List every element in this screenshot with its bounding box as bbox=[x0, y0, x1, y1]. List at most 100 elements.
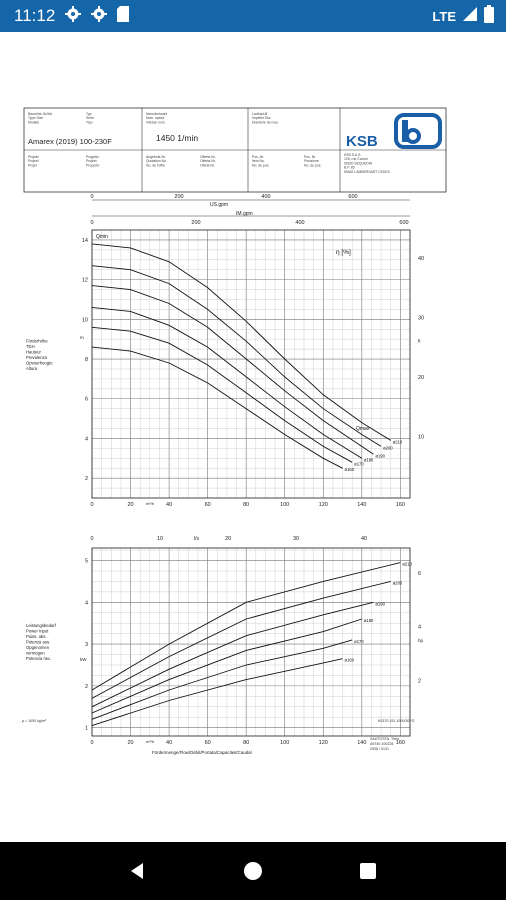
right-unit-label: hp bbox=[418, 638, 424, 643]
series-label: ø170 bbox=[354, 461, 364, 466]
series-line bbox=[91, 639, 353, 720]
right-tick-label: 20 bbox=[418, 375, 424, 381]
series-line bbox=[91, 580, 391, 699]
y-axis-label-line: Potenza ass. bbox=[26, 639, 50, 644]
back-button[interactable] bbox=[118, 851, 158, 891]
recents-button[interactable] bbox=[348, 851, 388, 891]
gear-icon bbox=[91, 5, 108, 27]
quotation-value: Oferta-Nr. bbox=[200, 163, 215, 167]
y-tick-label: 14 bbox=[82, 238, 88, 244]
y-tick-label: 3 bbox=[85, 642, 88, 648]
series-label: ø190 bbox=[375, 453, 385, 458]
y-tick-label: 2 bbox=[85, 476, 88, 482]
title-label: Modèle bbox=[28, 120, 39, 124]
status-time: 11:12 bbox=[14, 6, 56, 25]
us-gpm-tick: 0 bbox=[90, 194, 93, 200]
series-label: ø170 bbox=[354, 639, 364, 644]
document-view[interactable]: Amarex (2019) 100-230F 1450 1/min KSB Ba… bbox=[0, 32, 506, 842]
impeller-label: Laufrad-Ø bbox=[252, 112, 268, 116]
item-label: Item No. bbox=[252, 159, 265, 163]
series-label: ø190 bbox=[375, 601, 385, 606]
head-chart: 0 20 40 60 80 100 120 140 160 m³/h 2 4 6 8 10 12 14 m 10 20… bbox=[26, 194, 424, 508]
title-label: Type-Size bbox=[28, 116, 43, 120]
us-gpm-tick: 200 bbox=[174, 194, 183, 200]
x-unit-label: m³/h bbox=[146, 501, 154, 506]
ls-tick: 40 bbox=[361, 536, 367, 542]
us-gpm-label: US.gpm bbox=[210, 202, 228, 208]
right-tick-label: 2 bbox=[418, 678, 421, 684]
title-label: Baureihe-Größe bbox=[28, 112, 52, 116]
right-unit-label: ft bbox=[418, 339, 421, 344]
y-tick-label: 4 bbox=[85, 600, 88, 606]
pump-name: Amarex (2019) 100-230F bbox=[28, 137, 112, 146]
ls-tick: 30 bbox=[293, 536, 299, 542]
ksb-logo-text: KSB bbox=[346, 133, 378, 150]
speed-label: Vitesse nom. bbox=[146, 120, 166, 124]
series-line bbox=[91, 562, 401, 691]
y-tick-label: 2 bbox=[85, 684, 88, 690]
title-block: Amarex (2019) 100-230F 1450 1/min KSB Ba… bbox=[23, 107, 447, 193]
x-tick-label: 120 bbox=[319, 502, 328, 508]
series-label: ø160 bbox=[345, 467, 355, 472]
im-gpm-tick: 0 bbox=[90, 220, 93, 226]
signature-line-1: SAUTOSTA, Théo bbox=[370, 737, 399, 741]
status-right: LTE bbox=[432, 0, 494, 32]
im-gpm-tick: 600 bbox=[399, 220, 408, 226]
series-label: ø200 bbox=[383, 445, 393, 450]
efficiency-label: η [%] bbox=[336, 249, 351, 256]
series-line bbox=[91, 618, 362, 714]
x-tick-label: 100 bbox=[280, 740, 289, 746]
battery-icon bbox=[484, 4, 494, 28]
home-button[interactable] bbox=[233, 851, 273, 891]
x-unit-label: m³/h bbox=[146, 739, 154, 744]
title-value: Tipo bbox=[86, 120, 93, 124]
project-label: Projet bbox=[28, 163, 37, 167]
y-unit-label: m bbox=[80, 335, 84, 340]
company-address-line: 59462 LAMBERSART CEDEX bbox=[344, 170, 391, 174]
y-tick-label: 8 bbox=[85, 357, 88, 363]
speed-label: Nenndrehzahl bbox=[146, 112, 167, 116]
y-unit-label: kW bbox=[80, 657, 87, 662]
title-value: Serie bbox=[86, 116, 94, 120]
series-line bbox=[91, 601, 374, 708]
network-label: LTE bbox=[432, 8, 456, 24]
series-line bbox=[91, 306, 363, 459]
right-tick-label: 6 bbox=[418, 571, 421, 577]
quotation-label: No. de l'offre bbox=[146, 163, 165, 167]
x-tick-label: 100 bbox=[280, 502, 289, 508]
series-label: ø210 bbox=[393, 439, 403, 444]
item-label: Pos.-Nr. bbox=[252, 155, 264, 159]
speed-label: Nom. speed bbox=[146, 116, 164, 120]
plot-frame bbox=[91, 229, 411, 499]
y-axis-label-line: TDH bbox=[26, 344, 35, 349]
impeller-label: Impeller Dia. bbox=[252, 116, 271, 120]
im-gpm-label: IM.gpm bbox=[236, 211, 253, 217]
item-value: No. de pos. bbox=[304, 163, 321, 167]
right-tick-label: 4 bbox=[418, 625, 421, 631]
y-axis-label-line: Hauteur bbox=[26, 350, 42, 355]
y-axis-label-line: Opgenomen bbox=[26, 645, 50, 650]
y-axis-label-line: Opvoerhoogte bbox=[26, 361, 53, 366]
project-value: Progetto bbox=[86, 155, 99, 159]
plot-frame bbox=[91, 547, 411, 737]
company-address-line: 128, rue Carnot bbox=[344, 157, 368, 161]
series-label: ø210 bbox=[402, 562, 412, 567]
item-value: Pos. Nr. bbox=[304, 155, 316, 159]
quotation-label: Quotation No. bbox=[146, 159, 167, 163]
project-value: Proyecto bbox=[86, 163, 99, 167]
x-tick-label: 20 bbox=[127, 502, 133, 508]
project-label: Project bbox=[28, 159, 39, 163]
drawing-code: K0370.151 1000/30FG bbox=[378, 719, 415, 723]
y-axis-label-line: Puiss. abs. bbox=[26, 634, 46, 639]
company-address-line: 59320 SEQUEDIN bbox=[344, 161, 373, 165]
series-line bbox=[91, 243, 391, 441]
ls-tick: 20 bbox=[225, 536, 231, 542]
y-axis-label-line: Förderhöhe bbox=[26, 339, 48, 344]
x-tick-label: 140 bbox=[357, 740, 366, 746]
x-tick-label: 40 bbox=[166, 502, 172, 508]
series-line bbox=[91, 265, 382, 447]
x-tick-label: 80 bbox=[243, 502, 249, 508]
x-tick-label: 40 bbox=[166, 740, 172, 746]
home-circle-icon bbox=[243, 862, 262, 880]
